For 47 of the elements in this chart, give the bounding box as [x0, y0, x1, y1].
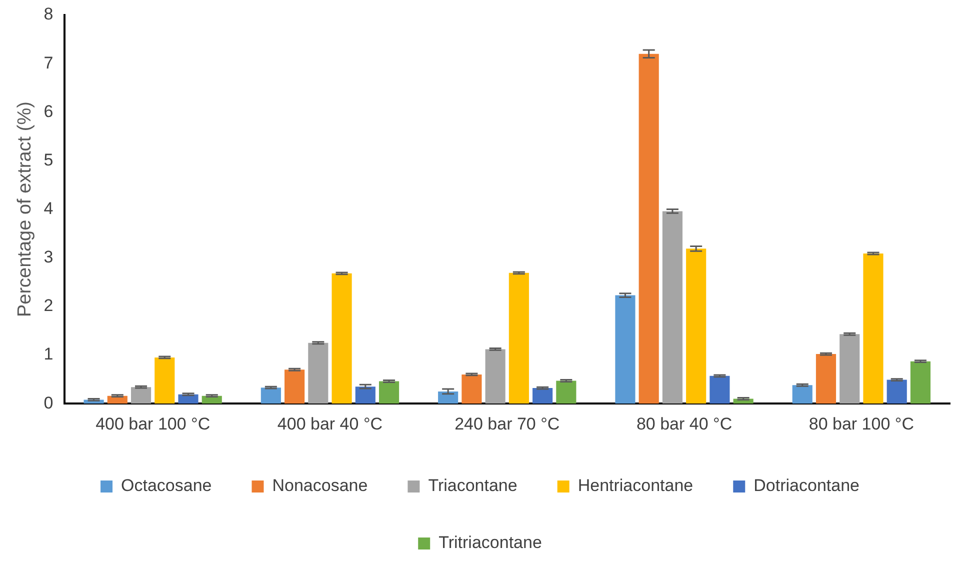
- y-tick-label: 5: [44, 150, 54, 170]
- y-axis-title: Percentage of extract (%): [14, 102, 36, 318]
- bar: [792, 385, 812, 404]
- bar: [556, 380, 576, 404]
- y-tick-label: 7: [44, 53, 54, 72]
- bar: [615, 295, 636, 404]
- x-tick-label: 240 bar 70 °C: [454, 414, 560, 434]
- bar: [130, 387, 152, 404]
- bar: [863, 254, 884, 404]
- bar: [178, 394, 198, 404]
- bar: [532, 388, 553, 404]
- bar: [886, 380, 907, 404]
- bar: [284, 370, 305, 404]
- bar: [332, 273, 352, 404]
- legend-label: Nonacosane: [272, 476, 368, 496]
- x-tick-label: 80 bar 100 °C: [808, 414, 914, 434]
- bar: [462, 374, 482, 404]
- bar: [378, 381, 400, 404]
- y-tick-label: 4: [44, 198, 54, 218]
- bar: [710, 376, 730, 404]
- bar: [308, 342, 328, 404]
- legend-label: Triacontane: [428, 476, 518, 496]
- bar: [638, 54, 659, 404]
- bar: [260, 388, 281, 404]
- bar: [438, 391, 458, 404]
- y-tick-label: 3: [44, 248, 54, 267]
- legend-label: Hentriacontane: [578, 476, 694, 496]
- y-tick-label: 2: [44, 296, 54, 316]
- bar: [485, 349, 506, 404]
- bar: [686, 248, 706, 404]
- bar: [508, 272, 529, 404]
- y-tick-label: 8: [44, 4, 54, 24]
- y-tick-label: 0: [44, 393, 54, 412]
- legend-label: Dotriacontane: [754, 476, 860, 496]
- bar: [816, 354, 836, 404]
- x-tick-label: 400 bar 100 °C: [96, 414, 210, 434]
- bar: [662, 211, 683, 404]
- x-tick-label: 80 bar 40 °C: [636, 414, 732, 434]
- bar: [840, 334, 860, 404]
- x-tick-label: 400 bar 40 °C: [277, 414, 383, 434]
- bar: [910, 361, 931, 404]
- bar: [154, 357, 175, 404]
- y-tick-label: 1: [44, 344, 54, 364]
- legend-label: Tritriacontane: [438, 533, 542, 552]
- y-tick-label: 6: [44, 102, 54, 121]
- legend-label: Octacosane: [121, 476, 212, 496]
- bar: [355, 386, 376, 404]
